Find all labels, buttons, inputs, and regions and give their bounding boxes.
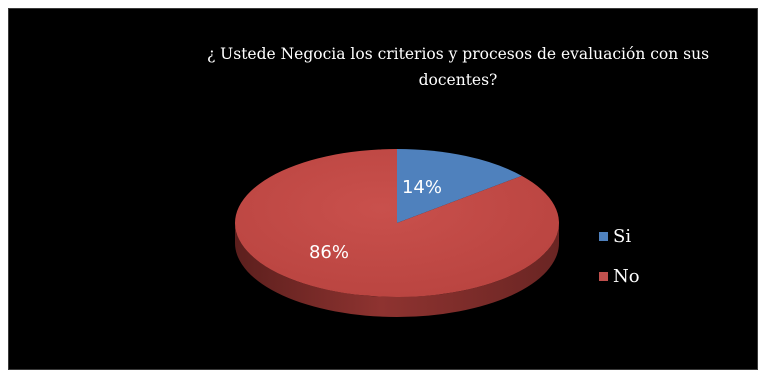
pie-chart: ¿ Ustede Negocia los criterios y proceso… — [207, 45, 709, 317]
chart-frame: ¿ Ustede Negocia los criterios y proceso… — [8, 8, 758, 370]
pie-slice-no — [234, 149, 559, 297]
pie-group: 14% 86% — [234, 149, 559, 317]
legend: Si No — [599, 226, 640, 287]
chart-title-line-2: docentes? — [419, 71, 498, 89]
chart-title-line-1: ¿ Ustede Negocia los criterios y proceso… — [207, 45, 709, 63]
pie-side-wall — [235, 223, 559, 317]
legend-label-no: No — [613, 266, 640, 287]
legend-swatch-no — [599, 272, 608, 281]
data-label-no: 86% — [309, 242, 349, 263]
pie-slice-si — [397, 149, 522, 223]
legend-label-si: Si — [613, 226, 631, 247]
legend-swatch-si — [599, 232, 608, 241]
data-label-si: 14% — [402, 177, 442, 198]
